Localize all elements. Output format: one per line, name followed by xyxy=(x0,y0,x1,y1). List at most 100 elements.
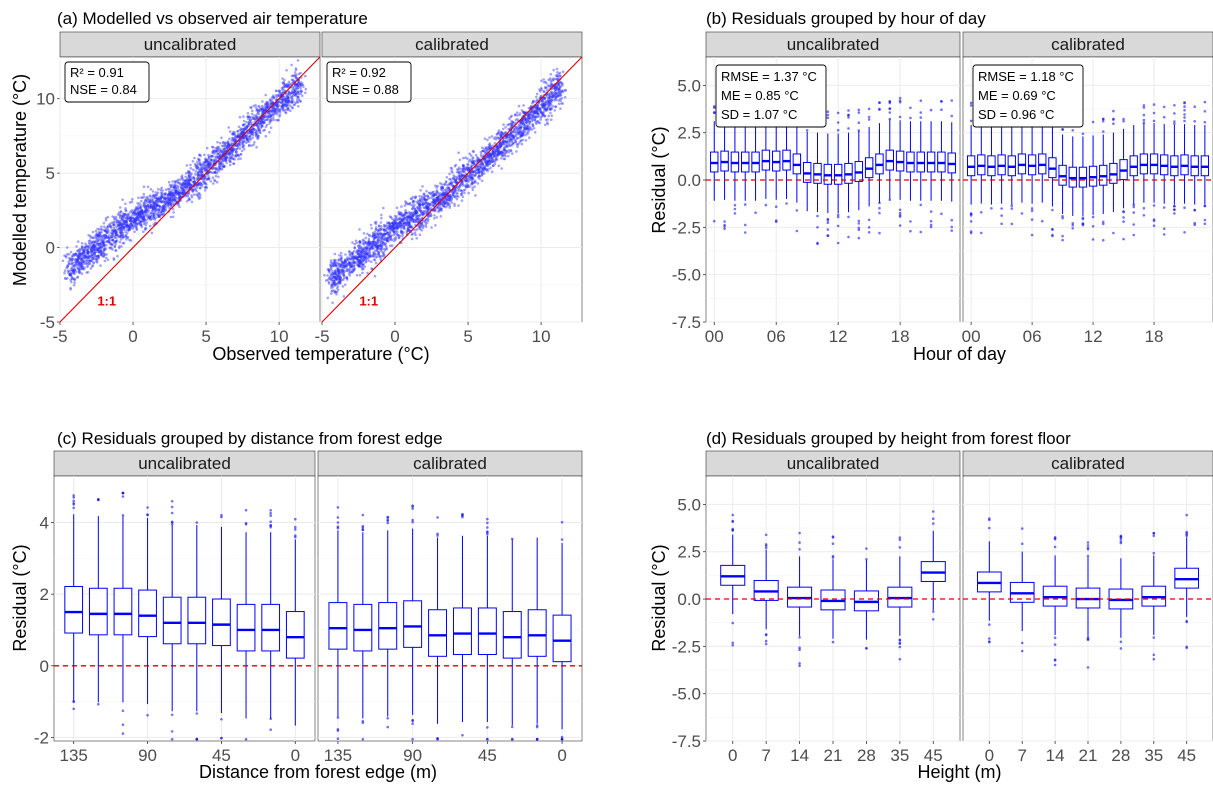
scatter-point xyxy=(295,98,299,101)
scatter-point xyxy=(210,160,213,164)
scatter-point xyxy=(247,122,250,125)
scatter-point xyxy=(284,110,287,114)
scatter-point xyxy=(292,74,296,77)
scatter-point xyxy=(89,259,93,263)
scatter-point xyxy=(100,246,103,249)
scatter-point xyxy=(119,234,123,237)
scatter-point xyxy=(163,197,167,200)
scatter-point xyxy=(376,241,380,245)
scatter-point xyxy=(183,181,186,185)
scatter-point xyxy=(261,111,265,115)
scatter-point xyxy=(107,236,110,240)
scatter-point xyxy=(162,197,166,201)
scatter-point xyxy=(516,111,519,114)
scatter-point xyxy=(234,148,238,151)
scatter-point xyxy=(410,197,414,201)
scatter-point xyxy=(152,223,155,226)
scatter-point xyxy=(103,225,106,229)
scatter-point xyxy=(172,192,176,195)
scatter-point xyxy=(200,167,203,171)
scatter-point xyxy=(507,133,511,137)
scatter-point xyxy=(159,197,163,200)
scatter-point xyxy=(231,149,235,153)
scatter-point xyxy=(265,123,269,127)
scatter-point xyxy=(280,98,284,102)
scatter-point xyxy=(170,191,174,195)
scatter-point xyxy=(187,181,191,185)
scatter-point xyxy=(262,121,266,124)
scatter-point xyxy=(92,240,95,243)
scatter-point xyxy=(158,213,162,216)
scatter-point xyxy=(82,260,85,263)
scatter-point xyxy=(326,296,330,300)
scatter-point xyxy=(119,233,123,237)
scatter-point xyxy=(241,131,244,134)
scatter-point xyxy=(195,186,199,190)
scatter-point xyxy=(236,133,240,136)
scatter-point xyxy=(207,162,211,166)
scatter-point xyxy=(105,253,108,256)
scatter-point xyxy=(169,198,173,201)
scatter-point xyxy=(242,140,245,144)
scatter-point xyxy=(296,90,300,94)
scatter-point xyxy=(301,94,304,98)
scatter-point xyxy=(206,177,210,181)
scatter-point xyxy=(191,189,195,193)
scatter-point xyxy=(232,147,235,150)
scatter-point xyxy=(95,241,99,244)
scatter-point xyxy=(227,126,230,129)
scatter-point xyxy=(392,239,396,243)
scatter-point xyxy=(205,183,208,186)
scatter-point xyxy=(63,269,67,273)
scatter-point xyxy=(81,250,85,254)
scatter-point xyxy=(406,227,409,231)
scatter-point xyxy=(411,207,414,211)
scatter-point xyxy=(286,82,289,86)
scatter-point xyxy=(278,109,282,112)
scatter-point xyxy=(142,230,145,233)
scatter-point xyxy=(275,104,279,108)
scatter-point xyxy=(345,256,349,259)
scatter-point xyxy=(173,188,176,192)
scatter-point xyxy=(218,141,222,145)
scatter-point xyxy=(304,91,307,95)
scatter-point xyxy=(455,194,459,198)
scatter-point xyxy=(88,254,91,258)
scatter-point xyxy=(113,228,117,232)
scatter-point xyxy=(490,135,494,138)
scatter-point xyxy=(299,83,302,86)
scatter-point xyxy=(476,155,479,159)
scatter-point xyxy=(550,83,554,86)
scatter-point xyxy=(292,91,296,94)
scatter-point xyxy=(87,262,91,265)
scatter-point xyxy=(152,211,155,215)
scatter-point xyxy=(264,103,267,107)
scatter-point xyxy=(90,250,94,253)
scatter-point xyxy=(161,207,165,210)
scatter-point xyxy=(177,196,181,200)
scatter-point xyxy=(439,182,442,185)
scatter-point xyxy=(236,144,240,148)
scatter-point xyxy=(176,191,180,195)
scatter-point xyxy=(178,194,182,198)
scatter-point xyxy=(251,136,255,140)
scatter-point xyxy=(100,240,103,243)
scatter-point xyxy=(264,134,268,138)
scatter-point xyxy=(262,115,266,119)
scatter-point xyxy=(256,135,260,138)
scatter-point xyxy=(124,224,127,228)
scatter-point xyxy=(120,216,124,220)
scatter-point xyxy=(243,126,247,129)
scatter-point xyxy=(98,235,101,238)
scatter-point xyxy=(174,188,178,191)
scatter-point xyxy=(245,137,249,141)
scatter-point xyxy=(98,232,101,236)
scatter-point xyxy=(166,199,169,202)
scatter-point xyxy=(277,100,281,104)
scatter-point xyxy=(235,144,239,148)
scatter-point xyxy=(425,189,428,193)
scatter-point xyxy=(266,118,269,121)
scatter-point xyxy=(218,162,221,166)
scatter-point xyxy=(148,224,152,228)
scatter-point xyxy=(102,248,106,252)
